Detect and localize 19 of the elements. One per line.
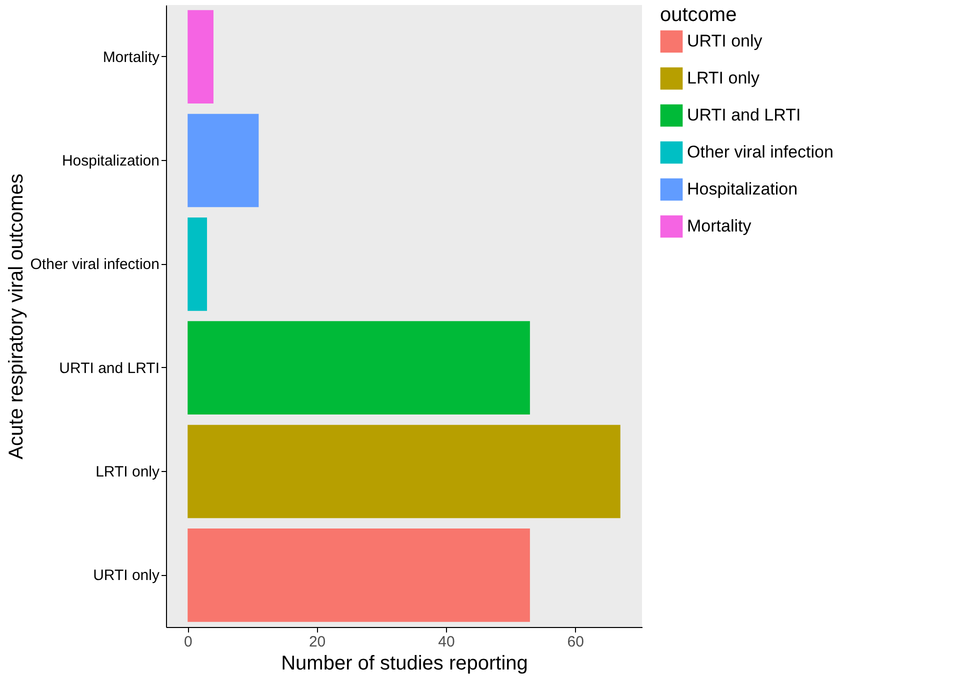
y-tick-label: URTI and LRTI <box>59 360 160 377</box>
legend-label: Other viral infection <box>687 142 834 162</box>
x-tick-label: 40 <box>438 634 455 650</box>
y-tick-label: Other viral infection <box>30 256 160 274</box>
legend-label: Mortality <box>687 216 752 236</box>
x-tick-label: 20 <box>308 634 326 650</box>
legend-title: outcome <box>660 4 737 26</box>
y-tick-label: Mortality <box>102 48 160 66</box>
x-tick-label: 60 <box>567 634 584 650</box>
x-tick-label: 0 <box>184 634 192 650</box>
y-axis-title: Acute respiratory viral outcomes <box>5 174 28 460</box>
legend-label: Hospitalization <box>687 180 798 198</box>
legend-label: URTI and LRTI <box>687 106 801 124</box>
y-tick-label: URTI only <box>93 567 160 584</box>
y-tick-label: Hospitalization <box>62 152 160 170</box>
legend-label: URTI only <box>687 32 763 50</box>
legend-label: LRTI only <box>687 68 760 88</box>
y-tick-label: LRTI only <box>96 464 160 480</box>
x-axis-title: Number of studies reporting <box>281 652 528 674</box>
